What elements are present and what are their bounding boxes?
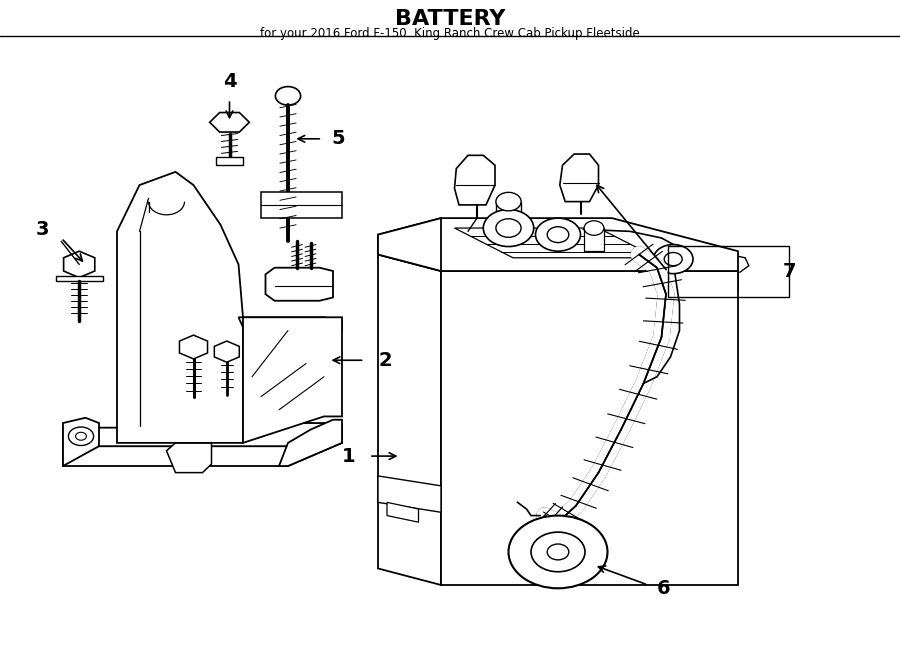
Circle shape	[536, 218, 580, 251]
Polygon shape	[378, 238, 738, 291]
Polygon shape	[454, 228, 657, 258]
Text: 3: 3	[36, 220, 50, 239]
Polygon shape	[387, 502, 418, 522]
Text: 5: 5	[331, 130, 345, 148]
Polygon shape	[496, 202, 521, 219]
Polygon shape	[63, 423, 342, 446]
Text: 4: 4	[222, 72, 237, 91]
Polygon shape	[243, 317, 342, 443]
Text: BATTERY: BATTERY	[395, 9, 505, 28]
Polygon shape	[261, 192, 342, 218]
Circle shape	[547, 544, 569, 560]
Bar	[668, 246, 789, 297]
Polygon shape	[266, 268, 333, 301]
Polygon shape	[210, 112, 249, 132]
Circle shape	[496, 219, 521, 237]
Polygon shape	[441, 271, 738, 585]
Text: 2: 2	[378, 351, 392, 369]
Polygon shape	[378, 476, 441, 512]
Polygon shape	[454, 155, 495, 205]
Circle shape	[584, 221, 604, 235]
Circle shape	[68, 427, 94, 446]
Polygon shape	[279, 420, 342, 466]
Circle shape	[483, 210, 534, 247]
Circle shape	[496, 192, 521, 211]
Polygon shape	[56, 276, 103, 281]
Circle shape	[547, 227, 569, 243]
Circle shape	[531, 532, 585, 572]
Polygon shape	[378, 218, 441, 271]
Polygon shape	[63, 418, 99, 466]
Polygon shape	[214, 341, 239, 362]
Circle shape	[76, 432, 86, 440]
Text: 7: 7	[783, 262, 796, 280]
Polygon shape	[378, 254, 441, 585]
Circle shape	[653, 245, 693, 274]
Polygon shape	[216, 157, 243, 165]
Polygon shape	[64, 251, 94, 278]
Polygon shape	[166, 443, 212, 473]
Polygon shape	[179, 335, 208, 359]
Polygon shape	[238, 317, 342, 330]
Polygon shape	[584, 228, 604, 251]
Circle shape	[664, 253, 682, 266]
Circle shape	[275, 87, 301, 105]
Text: 6: 6	[657, 579, 670, 598]
Polygon shape	[117, 172, 243, 443]
Text: 1: 1	[342, 447, 356, 465]
Circle shape	[508, 516, 608, 588]
Polygon shape	[378, 218, 738, 271]
Text: for your 2016 Ford F-150  King Ranch Crew Cab Pickup Fleetside: for your 2016 Ford F-150 King Ranch Crew…	[260, 26, 640, 40]
Polygon shape	[63, 423, 342, 466]
Polygon shape	[560, 154, 598, 202]
